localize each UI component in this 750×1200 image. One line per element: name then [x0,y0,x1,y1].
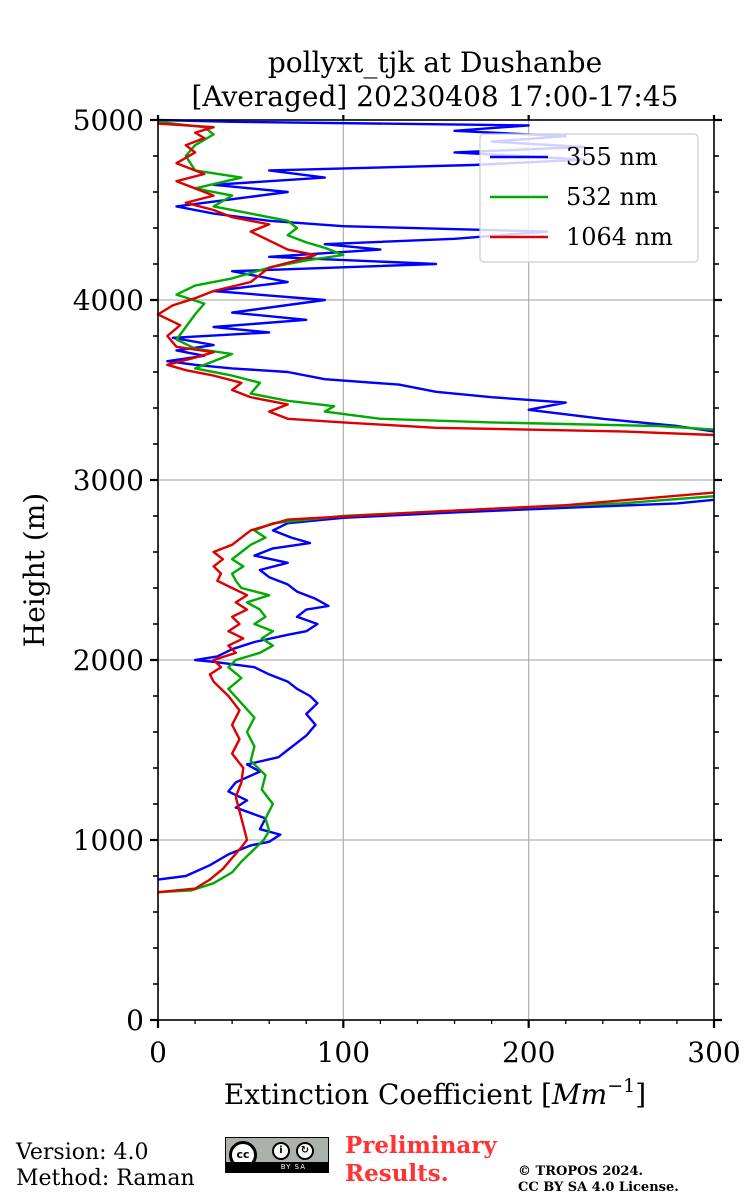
legend-box [479,133,699,263]
x-tick-label-200: 200 [502,1036,555,1069]
x-axis-label-close: ] [635,1078,646,1111]
preliminary-line1: Preliminary [345,1132,497,1159]
cc-caption: BY SA [226,1162,328,1172]
chart-title-line2: [Averaged] 20230408 17:00-17:45 [192,80,679,113]
x-axis-label-unit: Mm [551,1078,607,1111]
x-axis-label-main: Extinction Coefficient [ [224,1078,552,1111]
x-tick-label-0: 0 [149,1036,167,1069]
legend-label-1064-nm: 1064 nm [566,223,673,251]
y-tick-label-5000: 5000 [73,104,144,137]
series-line-1064-nm-lower [157,491,715,894]
cc-by-icon: i [272,1142,290,1160]
series-line-1064-nm-upper [156,122,715,437]
x-tick-label-100: 100 [317,1036,370,1069]
preliminary-line2: Results. [345,1160,449,1187]
version-text: Version: 4.0 [16,1140,149,1165]
preliminary-results-note: Preliminary Results. [345,1132,497,1188]
y-tick-label-0: 0 [126,1004,144,1037]
y-axis-label: Height (m) [18,493,51,647]
copyright-line1: © TROPOS 2024. [518,1164,644,1179]
legend-label-355-nm: 355 nm [566,143,658,171]
cc-sa-icon: ↻ [296,1142,314,1160]
series-lines [156,118,715,894]
y-tick-label-3000: 3000 [73,464,144,497]
copyright-line2: CC BY SA 4.0 License. [518,1180,679,1195]
cc-license-badge-icon: cc i ↻ BY SA [225,1137,329,1173]
footer-version-method: Version: 4.0 Method: Raman [16,1140,195,1192]
plot-frame [157,119,715,1021]
y-tick-label-1000: 1000 [73,824,144,857]
method-text: Method: Raman [16,1166,195,1191]
x-tick-label-300: 300 [687,1036,740,1069]
chart-title-line1: pollyxt_tjk at Dushanbe [268,46,602,79]
grid-lines [158,120,714,1020]
legend: 355 nm 532 nm 1064 nm [479,133,699,263]
x-axis-label: Extinction Coefficient [Mm−1] [224,1075,646,1111]
series-line-532-nm-lower [157,495,715,894]
y-tick-label-4000: 4000 [73,284,144,317]
series-line-355-nm-lower [157,498,715,881]
x-axis-label-exp: −1 [607,1075,635,1097]
legend-label-532-nm: 532 nm [566,183,658,211]
copyright-note: © TROPOS 2024. CC BY SA 4.0 License. [518,1164,679,1196]
series-line-532-nm-upper [157,120,715,431]
y-tick-label-2000: 2000 [73,644,144,677]
